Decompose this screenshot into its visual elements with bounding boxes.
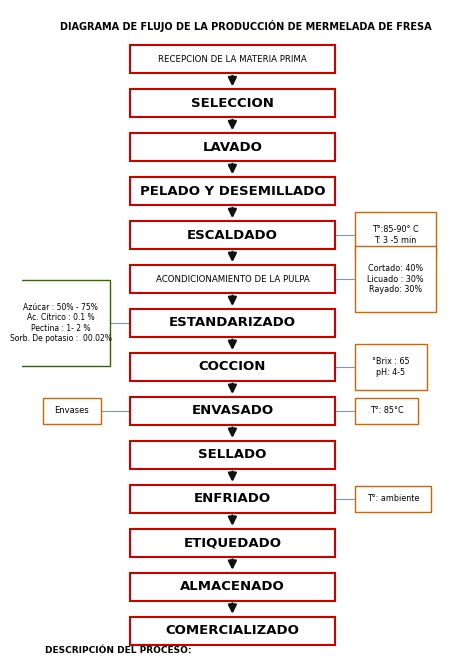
Text: COMERCIALIZADO: COMERCIALIZADO <box>165 624 299 637</box>
Text: ENFRIADO: ENFRIADO <box>194 492 271 505</box>
Text: Cortado: 40%
Licuado : 30%
Rayado: 30%: Cortado: 40% Licuado : 30% Rayado: 30% <box>367 264 424 294</box>
Text: ETIQUEDADO: ETIQUEDADO <box>183 536 282 549</box>
Text: Azúcar : 50% - 75%
Ac. Cítrico : 0.1 %
Pectina : 1- 2 %
Sorb. De potasio :  00.0: Azúcar : 50% - 75% Ac. Cítrico : 0.1 % P… <box>9 303 111 343</box>
Text: T°: 85°C: T°: 85°C <box>370 407 403 415</box>
FancyBboxPatch shape <box>130 353 335 381</box>
FancyBboxPatch shape <box>130 89 335 117</box>
Text: Envases: Envases <box>54 407 89 415</box>
FancyBboxPatch shape <box>355 344 427 390</box>
Text: SELLADO: SELLADO <box>198 448 266 462</box>
FancyBboxPatch shape <box>355 246 436 312</box>
Text: RECEPCION DE LA MATERIA PRIMA: RECEPCION DE LA MATERIA PRIMA <box>158 55 307 64</box>
FancyBboxPatch shape <box>355 397 418 424</box>
Text: DESCRIPCIÓN DEL PROCESO:: DESCRIPCIÓN DEL PROCESO: <box>45 646 191 655</box>
Text: °Brix : 65
pH: 4-5: °Brix : 65 pH: 4-5 <box>372 357 410 377</box>
Text: SELECCION: SELECCION <box>191 96 274 110</box>
Text: ENVASADO: ENVASADO <box>191 405 273 417</box>
FancyBboxPatch shape <box>130 529 335 557</box>
Text: COCCION: COCCION <box>199 360 266 373</box>
FancyBboxPatch shape <box>130 397 335 425</box>
FancyBboxPatch shape <box>130 133 335 161</box>
FancyBboxPatch shape <box>130 309 335 337</box>
FancyBboxPatch shape <box>130 441 335 469</box>
Text: LAVADO: LAVADO <box>202 141 262 153</box>
FancyBboxPatch shape <box>130 221 335 249</box>
FancyBboxPatch shape <box>130 485 335 513</box>
Text: T°: ambiente: T°: ambiente <box>367 494 419 503</box>
Text: ESTANDARIZADO: ESTANDARIZADO <box>169 316 296 330</box>
FancyBboxPatch shape <box>130 46 335 73</box>
FancyBboxPatch shape <box>11 280 109 366</box>
Text: PELADO Y DESEMILLADO: PELADO Y DESEMILLADO <box>140 185 325 198</box>
FancyBboxPatch shape <box>130 616 335 645</box>
Text: ACONDICIONAMIENTO DE LA PULPA: ACONDICIONAMIENTO DE LA PULPA <box>155 275 309 283</box>
Text: ALMACENADO: ALMACENADO <box>180 580 285 593</box>
FancyBboxPatch shape <box>43 397 100 424</box>
Text: ESCALDADO: ESCALDADO <box>187 228 278 242</box>
FancyBboxPatch shape <box>355 212 436 259</box>
FancyBboxPatch shape <box>130 177 335 205</box>
FancyBboxPatch shape <box>130 573 335 601</box>
Text: DIAGRAMA DE FLUJO DE LA PRODUCCIÓN DE MERMELADA DE FRESA: DIAGRAMA DE FLUJO DE LA PRODUCCIÓN DE ME… <box>60 20 432 32</box>
FancyBboxPatch shape <box>355 486 431 512</box>
FancyBboxPatch shape <box>130 265 335 293</box>
Text: T°:85-90° C
T: 3 -5 min: T°:85-90° C T: 3 -5 min <box>372 225 419 245</box>
